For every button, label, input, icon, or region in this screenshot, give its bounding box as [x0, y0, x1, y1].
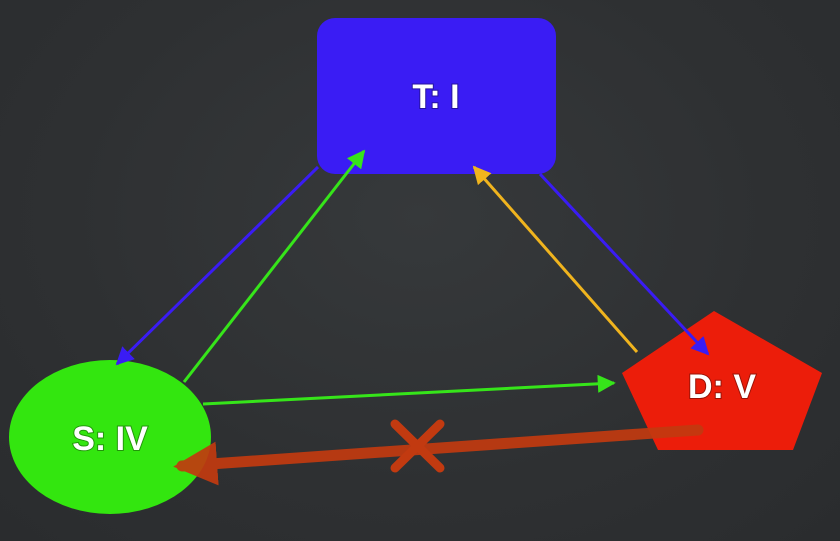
edge-top-to-left — [115, 165, 320, 366]
edge-left-to-right — [202, 374, 616, 406]
x-mark-icon — [390, 419, 445, 473]
edge-right-to-left — [173, 424, 704, 486]
node-top-box — [317, 18, 556, 174]
node-right-pentagon — [622, 311, 822, 450]
node-top-label: T: I — [412, 78, 459, 116]
edge-top-to-right — [538, 172, 710, 356]
node-left-label: S: IV — [72, 420, 148, 458]
edge-left-to-top — [182, 149, 366, 383]
edge-right-to-top — [472, 165, 639, 353]
node-left-ellipse — [9, 360, 211, 514]
node-right-label: D: V — [688, 368, 756, 406]
